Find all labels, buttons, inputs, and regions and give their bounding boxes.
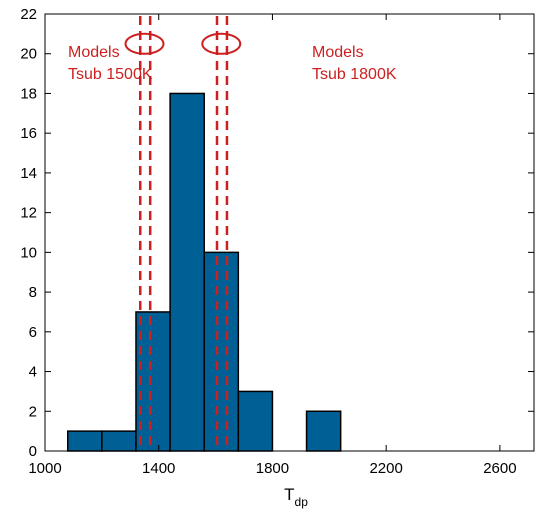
y-tick-label-22: 22 bbox=[20, 6, 37, 23]
plot-frame bbox=[44, 13, 535, 452]
x-axis-label: Tdp bbox=[284, 485, 308, 509]
y-tick-label-14: 14 bbox=[20, 165, 37, 182]
histogram-bar-4 bbox=[169, 92, 205, 452]
model-label-2-line2: Tsub 1800K bbox=[312, 66, 397, 83]
histogram-bar-1 bbox=[66, 430, 103, 452]
histogram-bar-7 bbox=[305, 410, 342, 452]
y-tick-label-20: 20 bbox=[20, 46, 37, 63]
x-tick-label-2200: 2200 bbox=[369, 460, 402, 477]
y-tick-label-18: 18 bbox=[20, 85, 37, 102]
x-tick-label-2600: 2600 bbox=[483, 460, 516, 477]
histogram-bar-5 bbox=[203, 251, 240, 452]
y-tick-label-10: 10 bbox=[20, 244, 37, 261]
axes: 0 2 4 6 8 10 12 14 16 18 20 22 1000 1400 1800 2200 2600 bbox=[20, 6, 534, 477]
y-tick-label-0: 0 bbox=[29, 443, 37, 460]
histogram-bars bbox=[66, 92, 342, 452]
model-annotations: Models Tsub 1500K Models Tsub 1800K bbox=[68, 16, 397, 451]
y-tick-label-12: 12 bbox=[20, 205, 37, 222]
y-tick-label-16: 16 bbox=[20, 125, 37, 142]
y-tick-label-6: 6 bbox=[29, 324, 37, 341]
model-label-2-line1: Models bbox=[312, 44, 364, 61]
histogram-bar-2 bbox=[101, 430, 137, 452]
y-tick-label-2: 2 bbox=[29, 403, 37, 420]
x-tick-label-1800: 1800 bbox=[256, 460, 289, 477]
model-ellipse-2 bbox=[201, 32, 242, 55]
model-ellipse-1 bbox=[124, 32, 165, 55]
model-label-1-line1: Models bbox=[68, 44, 120, 61]
y-tick-label-4: 4 bbox=[29, 364, 37, 381]
model-label-1-line2: Tsub 1500K bbox=[68, 66, 153, 83]
x-tick-label-1400: 1400 bbox=[142, 460, 175, 477]
plot-border bbox=[44, 13, 535, 452]
x-tick-label-1000: 1000 bbox=[28, 460, 61, 477]
histogram-bar-3 bbox=[135, 311, 171, 452]
y-tick-label-8: 8 bbox=[29, 284, 37, 301]
x-axis-label-subscript: dp bbox=[295, 495, 309, 509]
x-axis-label-main: T bbox=[284, 485, 294, 504]
histogram-bar-6 bbox=[237, 390, 274, 452]
